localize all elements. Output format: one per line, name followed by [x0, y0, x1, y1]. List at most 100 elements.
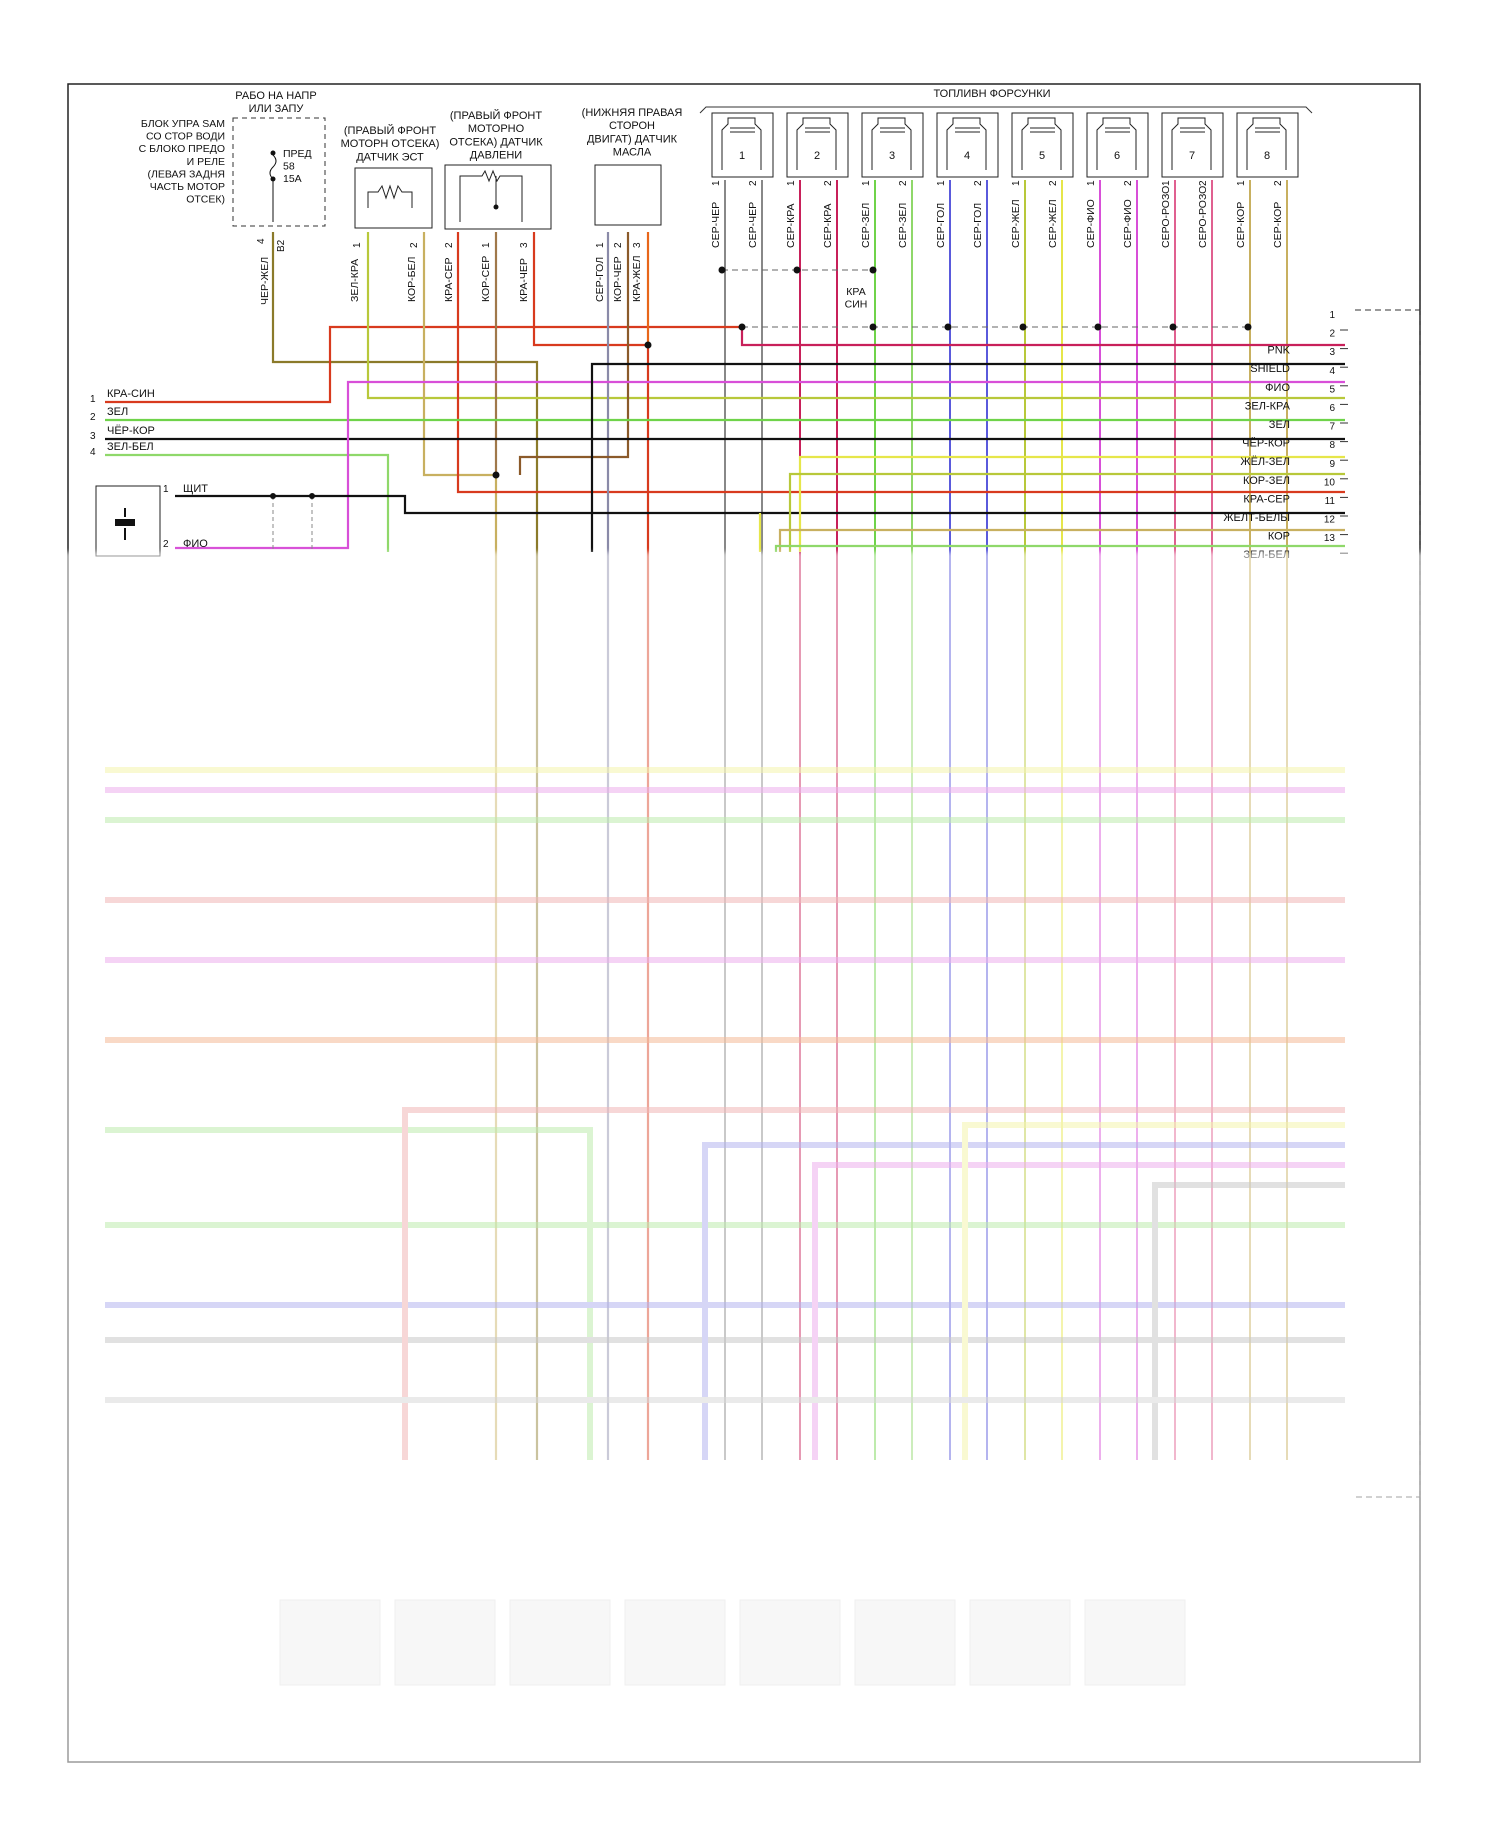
wire-temp-1: [366, 232, 1345, 400]
relay-conn-label: B2: [276, 239, 287, 252]
injector-body: [786, 112, 849, 178]
injector-wire-label: СЕР-КОР: [1272, 202, 1284, 248]
injector-body: [711, 112, 774, 178]
injector-wire-label: СЕР-КОР: [1235, 202, 1247, 248]
oil-sensor: (НИЖНЯЯ ПРАВАЯ СТОРОН ДВИГАТ) ДАТЧИК МАСЛА …: [582, 107, 683, 302]
injector-number: 5: [1039, 150, 1045, 162]
coil-icon: [871, 117, 912, 170]
capacitor-icon: [115, 508, 135, 540]
thermistor-icon: [367, 184, 413, 208]
ecu-pin-label: ЖЕЛТ-БЕЛЫ: [1223, 512, 1290, 524]
injector-wire-label: СЕР-КРА: [785, 203, 797, 248]
injectors-bracket: [699, 106, 1313, 114]
fuse-label: ПРЕД 58 15A: [283, 148, 312, 185]
shield-pin1: 1: [163, 484, 169, 495]
pressure-sensor-title: (ПРАВЫЙ ФРОНТ МОТОРНО ОТСЕКА) ДАТЧИК ДАВЛЕН…: [449, 109, 543, 162]
injector-number: 8: [1264, 150, 1270, 162]
wire-black-4: [590, 362, 1345, 552]
pressure-pin-2: 2: [444, 242, 455, 248]
wire-press-2: [456, 232, 1345, 494]
coil-icon: [1096, 117, 1137, 170]
pressure-wire-1: КРА-СЕР: [443, 257, 455, 302]
injector-pin: 2: [1198, 180, 1209, 186]
injector-pin: 2: [898, 180, 909, 186]
injector-pin: 1: [861, 180, 872, 186]
injector-pin: 2: [823, 180, 834, 186]
wire-12: [778, 528, 1345, 552]
ecu-pin-label: КОР-ЗЕЛ: [1243, 475, 1290, 487]
injector-body: [936, 112, 999, 178]
injector-wire-label: СЕР-ЧЕР: [747, 202, 759, 248]
injector-pin: 2: [973, 180, 984, 186]
ecu-pin-13: 13: [1324, 533, 1336, 544]
ecu-pin-5: 5: [1329, 384, 1335, 395]
injector-wire-label: СЕРО-РОЗО: [1197, 186, 1209, 248]
temp-wire-2: КОР-БЕЛ: [406, 256, 418, 302]
ecu-pin-3: 3: [1329, 347, 1335, 358]
fuse-icon: [269, 150, 277, 222]
injector-pin: 1: [1161, 180, 1172, 186]
oil-wire-1: СЕР-ГОЛ: [594, 257, 606, 302]
wire-oil-2: [518, 232, 630, 475]
relay-pin-label: 4: [256, 238, 267, 244]
injector-pin: 1: [1086, 180, 1097, 186]
oil-sensor-body: [594, 164, 662, 226]
injector-pin: 2: [1048, 180, 1059, 186]
injector-wire-label: СЕР-ЖЕЛ: [1047, 199, 1059, 248]
injector-body: [1011, 112, 1074, 178]
injector-wire-label: СЕР-ФИО: [1085, 199, 1097, 248]
injector-wire-label: СЕР-ЗЕЛ: [897, 203, 909, 248]
injectors-title: ТОПЛИВН ФОРСУНКИ: [933, 88, 1050, 100]
shield-pin1-label: ЩИТ: [183, 483, 208, 495]
shield-pin2-label: ФИО: [183, 538, 208, 550]
oil-wire-3: КРА-ЖЕЛ: [631, 255, 643, 302]
ecu-pin-label: КОР: [1268, 531, 1290, 543]
injector-body: [1236, 112, 1299, 178]
injector-wire-label: СЕР-ГОЛ: [972, 203, 984, 248]
injector-wire-label: СЕР-ЖЕЛ: [1010, 199, 1022, 248]
wire-13: [774, 544, 1345, 552]
blur-overlay: [62, 552, 1430, 1767]
ecu-pin-label: ЗЕЛ: [1269, 419, 1290, 431]
injector-number: 2: [814, 150, 820, 162]
splice-dots: [270, 266, 1252, 499]
injector-wire-label: СЕР-ЧЕР: [710, 202, 722, 248]
injector-wire-label: СЕРО-РОЗО: [1160, 186, 1172, 248]
temp-sensor-title: (ПРАВЫЙ ФРОНТ МОТОРН ОТСЕКА) ДАТЧИК ЭСТ: [341, 124, 440, 163]
ecu-pin-9: 9: [1329, 459, 1335, 470]
wire-kra-sin: [105, 325, 742, 404]
relay-wire-label: ЧЕР-ЖЕЛ: [259, 257, 271, 305]
ecu-pin-4: 4: [1329, 366, 1335, 377]
wire-kor-zel: [788, 472, 1345, 552]
pressure-pin-3: 3: [519, 242, 530, 248]
ecu-pin-label: SHIELD: [1250, 363, 1290, 375]
coil-icon: [946, 117, 987, 170]
coil-icon: [1021, 117, 1062, 170]
shield-pin2: 2: [163, 539, 169, 550]
injector-body: [1086, 112, 1149, 178]
injector-wire-label: СЕР-ГОЛ: [935, 203, 947, 248]
ecu-pin-10: 10: [1324, 477, 1336, 488]
relay-block-header: РАБО НА НАПР ИЛИ ЗАПУ: [235, 90, 316, 115]
injector-wire-label: СЕР-ФИО: [1122, 199, 1134, 248]
injector-number: 3: [889, 150, 895, 162]
injector-pin: 2: [1123, 180, 1134, 186]
temp-sensor: (ПРАВЫЙ ФРОНТ МОТОРН ОТСЕКА) ДАТЧИК ЭСТ 1 …: [341, 124, 440, 302]
ecu-pin-label: ЧЁР-КОР: [1242, 438, 1290, 450]
left-pin-label: ЧЁР-КОР: [107, 425, 155, 437]
ecu-pin-1: 1: [1329, 310, 1335, 321]
coil-icon: [1246, 117, 1287, 170]
ecu-pin-2: 2: [1329, 329, 1335, 340]
coil-icon: [796, 117, 837, 170]
coil-icon: [721, 117, 762, 170]
oil-pin-3: 3: [632, 242, 643, 248]
shield-block: 1 ЩИТ 2 ФИО: [95, 483, 313, 557]
ecu-pin-label: ФИО: [1265, 382, 1290, 394]
pressure-wire-2: КОР-СЕР: [480, 256, 492, 302]
ecu-pin-11: 11: [1325, 496, 1336, 507]
pressure-sensor-body: [444, 164, 552, 230]
injector-pin: 1: [1236, 180, 1247, 186]
ecu-pin-label: ЖЁЛ-ЗЕЛ: [1240, 456, 1290, 468]
injector-wire-label: СЕР-КРА: [822, 203, 834, 248]
